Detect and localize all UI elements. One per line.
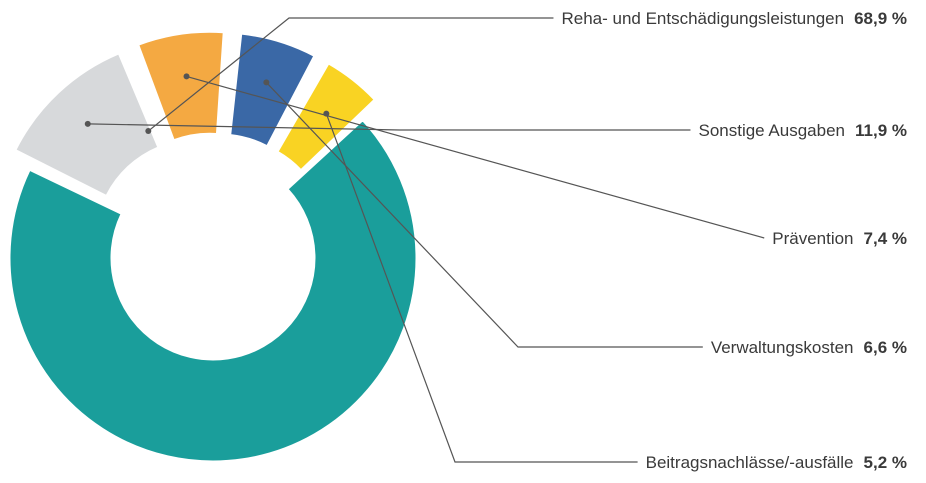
leader-line-sonstige-ausgaben <box>87 123 691 131</box>
slice-beitragsnachlaesse-ausfaelle <box>277 63 375 171</box>
slice-praevention <box>138 31 224 141</box>
leader-line-verwaltungskosten <box>265 82 703 348</box>
donut-slices <box>9 31 417 462</box>
slice-verwaltungskosten <box>230 33 315 147</box>
category-label-sonstige-ausgaben: Sonstige Ausgaben <box>698 121 845 140</box>
value-label-praevention: 7,4 % <box>864 229 907 248</box>
leader-line-praevention <box>186 75 765 239</box>
value-label-sonstige-ausgaben: 11,9 % <box>855 121 907 140</box>
leader-dot-sonstige-ausgaben <box>84 120 91 127</box>
category-label-beitragsnachlaesse-ausfaelle: Beitragsnachlässe/-ausfälle <box>646 453 854 472</box>
leader-lines <box>84 17 765 463</box>
category-label-praevention: Prävention <box>772 229 853 248</box>
slice-labels: 68,9 % Reha- und Entschädigungsleistungen… <box>561 9 907 472</box>
leader-line-beitragsnachlaesse-ausfaelle <box>325 113 638 463</box>
value-label-verwaltungskosten: 6,6 % <box>864 338 907 357</box>
slice-reha-und-entschaedigungsleistungen <box>9 120 417 462</box>
leader-line-reha-und-entschaedigungsleistungen <box>147 17 554 132</box>
category-label-reha-und-entschaedigungsleistungen: Reha- und Entschädigungsleistungen <box>561 9 844 28</box>
value-label-reha-und-entschaedigungsleistungen: 68,9 % <box>854 9 907 28</box>
category-label-verwaltungskosten: Verwaltungskosten <box>711 338 854 357</box>
value-label-beitragsnachlaesse-ausfaelle: 5,2 % <box>864 453 907 472</box>
